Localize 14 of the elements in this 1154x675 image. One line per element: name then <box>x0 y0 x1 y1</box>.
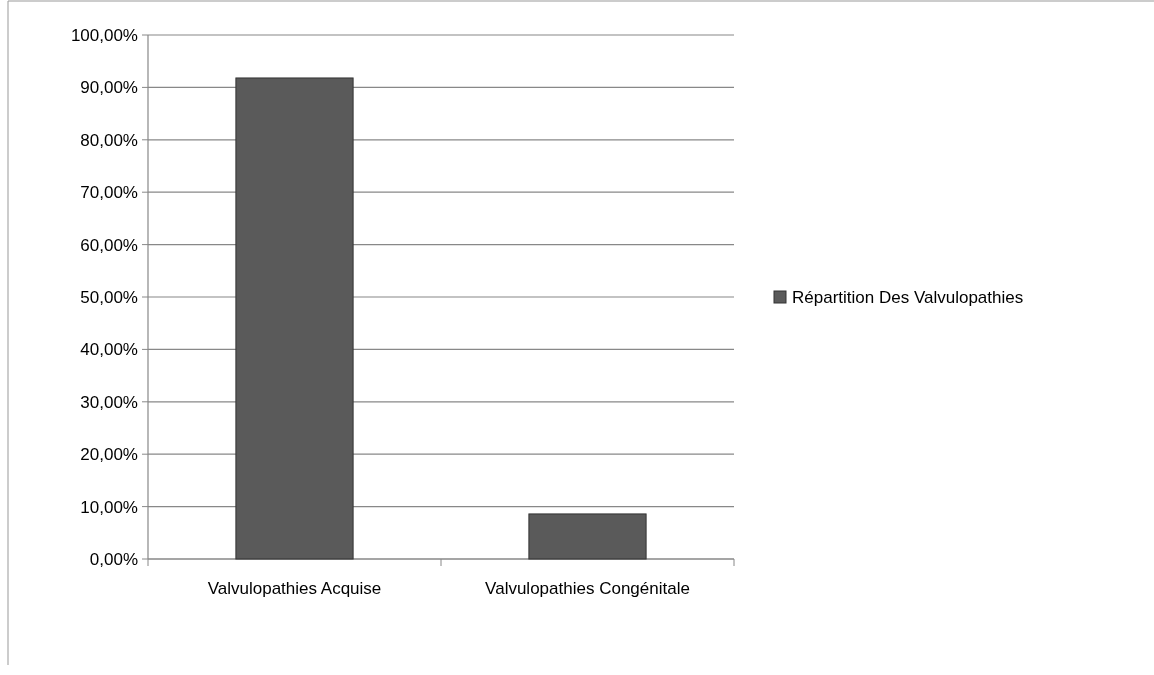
legend-label: Répartition Des Valvulopathies <box>792 287 1024 307</box>
y-tick-label: 30,00% <box>80 392 138 412</box>
x-tick-label: Valvulopathies Acquise <box>207 579 382 598</box>
y-tick-label: 70,00% <box>80 183 138 203</box>
y-tick-label: 40,00% <box>80 340 138 360</box>
y-tick-label: 100,00% <box>70 25 138 45</box>
y-tick-label: 10,00% <box>80 497 138 517</box>
y-tick-label: 90,00% <box>80 78 138 98</box>
y-tick-label: 0,00% <box>89 549 138 569</box>
x-tick-label: Valvulopathies Congénitale <box>485 579 690 598</box>
y-tick-label: 60,00% <box>80 235 138 255</box>
y-tick-label: 50,00% <box>80 287 138 307</box>
y-tick-label: 20,00% <box>80 445 138 465</box>
y-tick-label: 80,00% <box>80 130 138 150</box>
